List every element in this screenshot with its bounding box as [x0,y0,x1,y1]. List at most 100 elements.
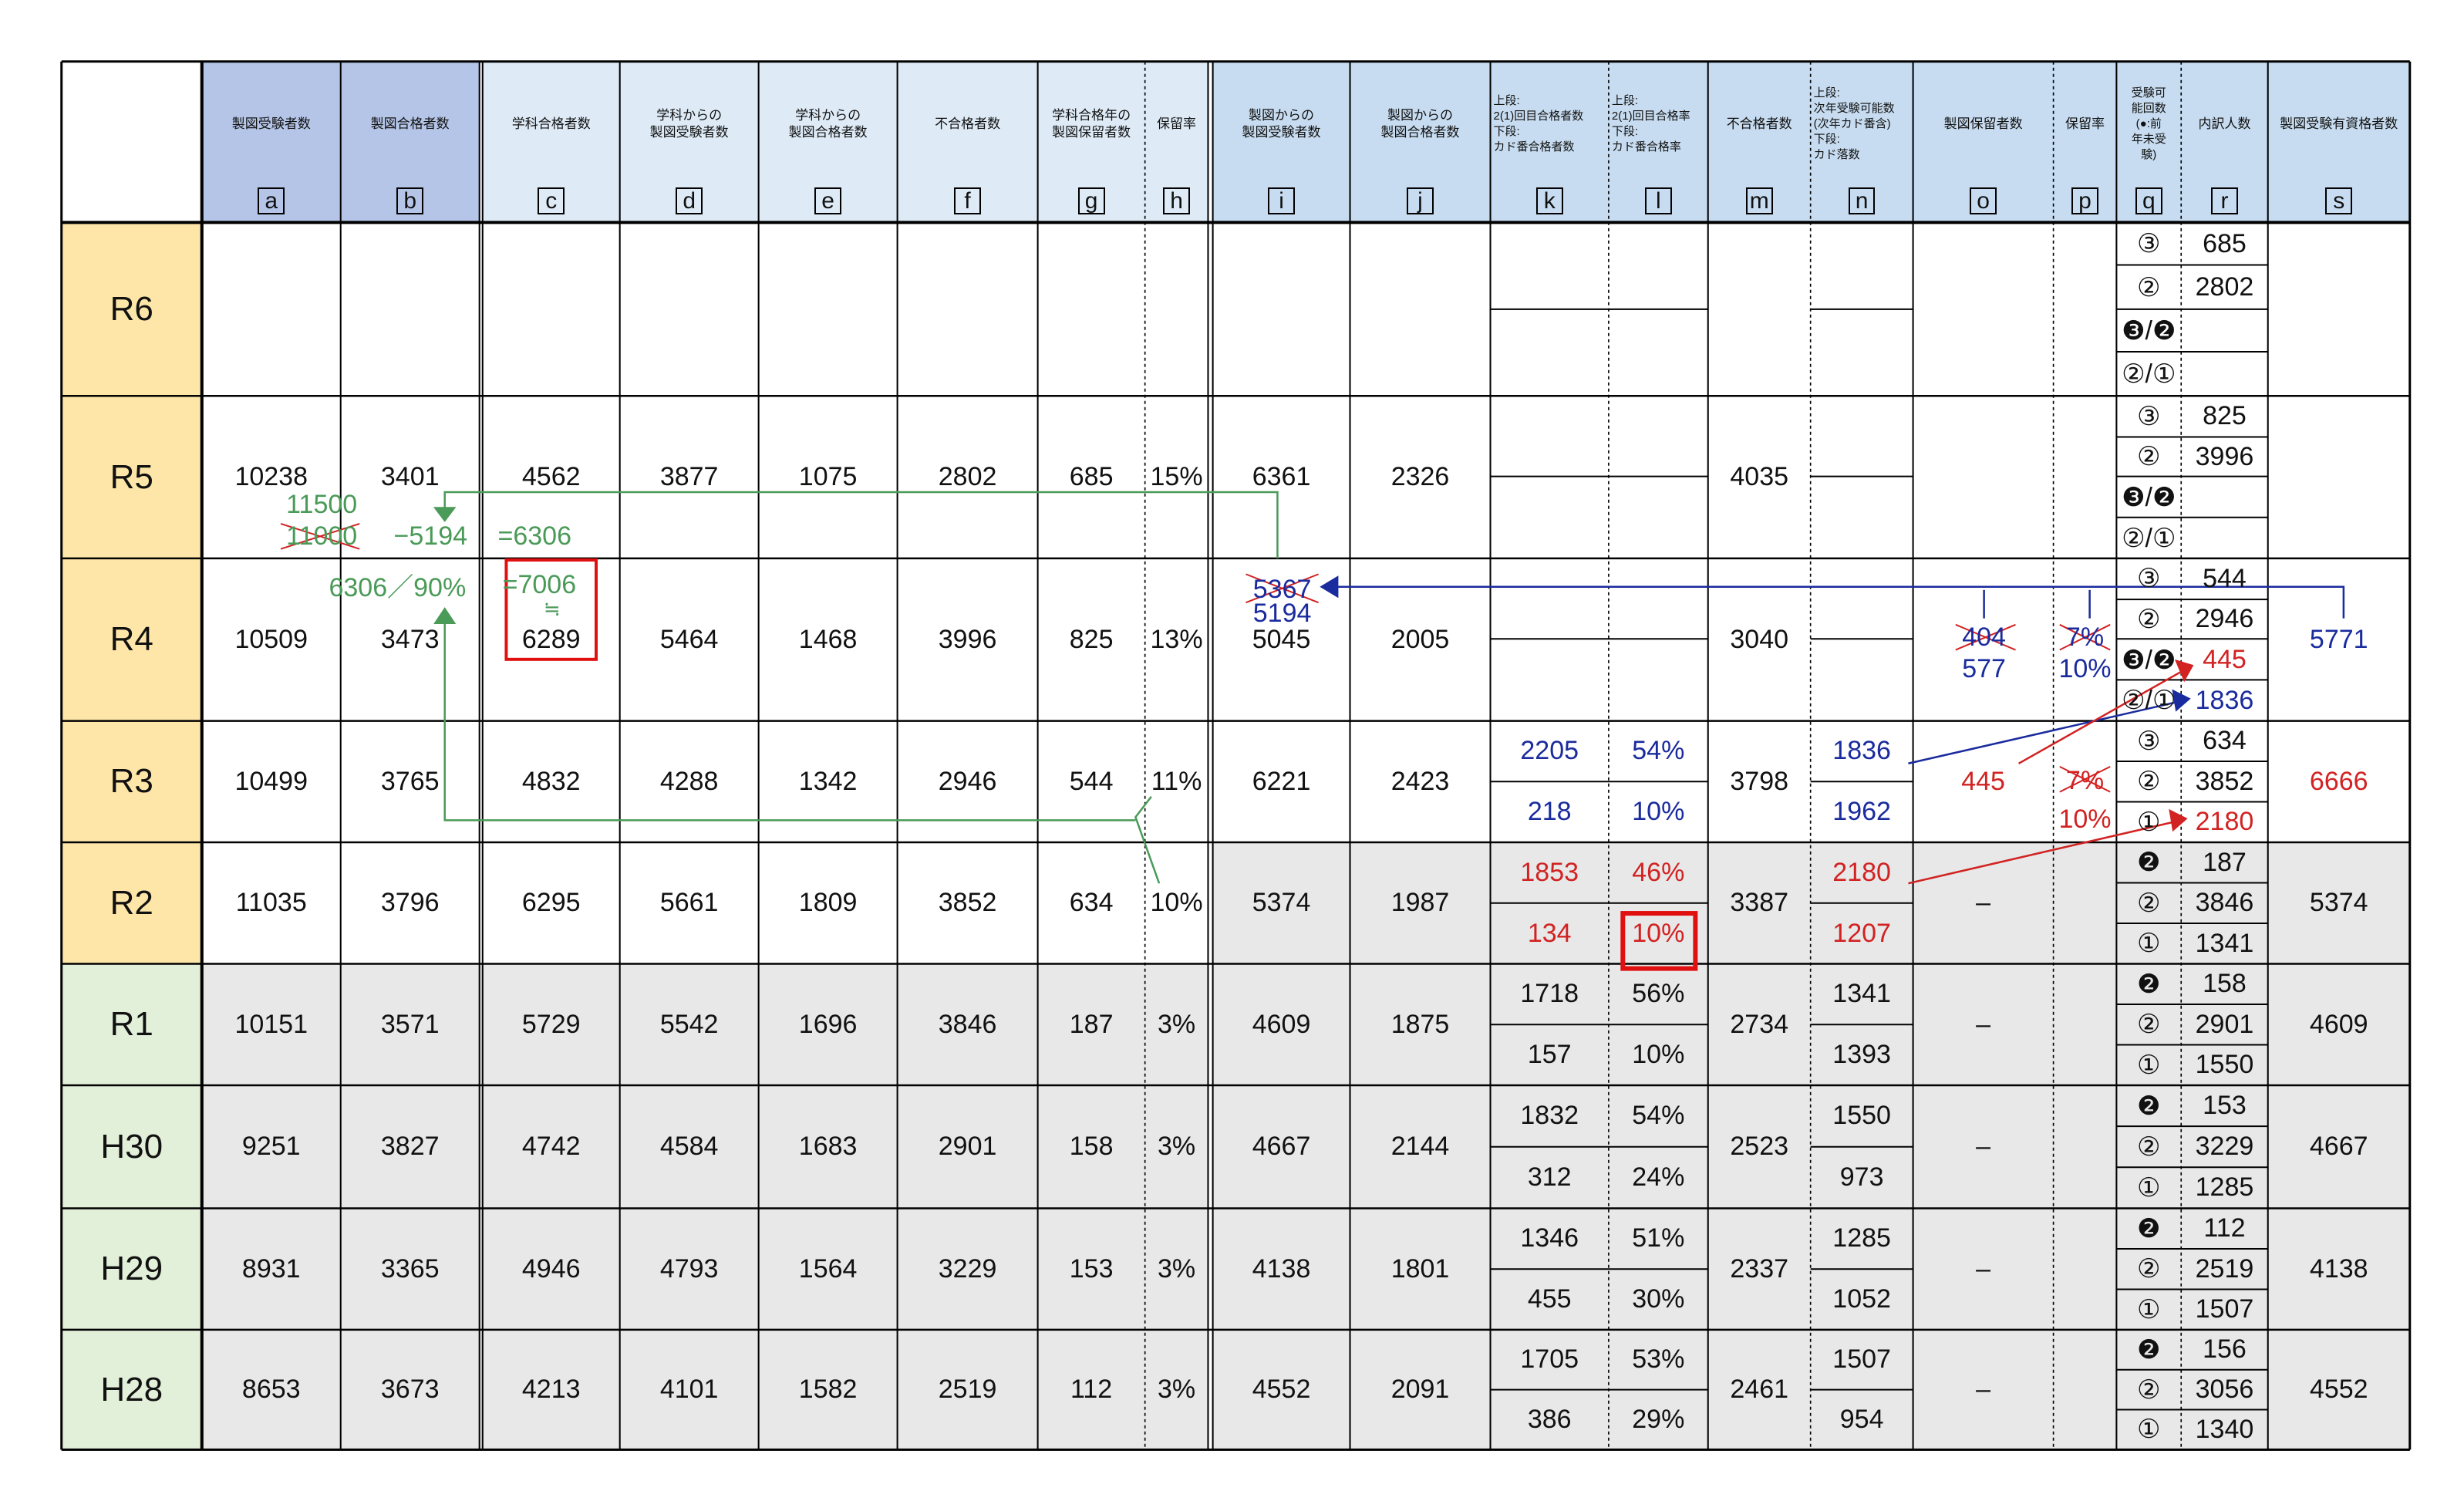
column-letter-e: e [814,187,841,215]
column-header-g: 学科合格年の 製図保留者数 [1038,62,1145,187]
cell-r [2181,353,2267,396]
cell-l-lower: 24% [1632,1162,1685,1193]
header-line: 製図合格者数 [1380,124,1460,140]
header-line: 験) [2141,147,2157,161]
header-line: 製図受験者数 [231,116,311,131]
grey-area-right [1212,842,2410,1450]
header-line: カド落数 [1813,147,1860,161]
cell-a: 8653 [241,1375,301,1405]
cell-l-lower: 30% [1632,1284,1685,1314]
cell-h: 15% [1150,462,1203,492]
cell-k-upper: 1832 [1520,1101,1579,1131]
cell-e: 1582 [798,1375,858,1405]
cell-g: 153 [1069,1253,1114,1284]
cell-d: 5542 [659,1009,719,1039]
cell-n-upper: 1341 [1832,979,1891,1009]
column-letter-l: l [1644,187,1672,215]
cell-r: 445 [2203,645,2247,675]
cell-q: ② [2137,1010,2161,1040]
cell-j: 2423 [1390,766,1450,796]
cell-r: 2519 [2195,1253,2254,1284]
cell-h: 3% [1157,1253,1196,1284]
row-label: R6 [110,289,153,328]
column-header-r: 内訳人数 [2181,62,2267,187]
cell-o: – [1976,1253,1991,1284]
cell-c [483,222,620,396]
header-line: カド番合格者数 [1493,140,1575,153]
cell-r: 2901 [2195,1009,2254,1039]
cell-s: 6666 [2309,766,2368,796]
row-label-bg [61,1208,202,1330]
header-line: 学科からの [656,107,723,123]
cell-i: 4552 [1252,1375,1311,1405]
cell-q: ②/① [2122,359,2176,390]
cell-p [2054,842,2117,963]
cell-j: 2144 [1390,1132,1450,1162]
cell-k-upper: 1705 [1520,1344,1579,1375]
cell-i: 6221 [1252,766,1311,796]
cell-l-upper: 56% [1632,979,1685,1009]
cell-d: 5464 [659,624,719,654]
header-line: 年未受 [2131,132,2166,146]
cell-g: 112 [1070,1375,1113,1405]
cell-e [759,222,898,396]
cell-b: 3673 [380,1375,440,1405]
cell-b: 3365 [380,1253,440,1284]
red-arrow-head [2174,659,2194,683]
cell-i: 4667 [1252,1132,1311,1162]
annotation-green-11500: 11500 [286,489,358,519]
cell-f [898,222,1038,396]
cell-e: 1342 [798,766,858,796]
header-line: 内訳人数 [2198,116,2251,131]
annotation-green-eq7006: =7006 [502,570,577,600]
cell-p [2054,1208,2117,1329]
header-line: 下段: [1611,124,1639,138]
cell-o: 445 [1961,766,2005,796]
strike-mark [2059,765,2111,793]
row-label-bg [61,396,202,558]
column-letter-o: o [1970,187,1997,215]
cell-s: 4609 [2309,1009,2368,1039]
row-label-bg [61,1085,202,1209]
annotation-blue-577: 577 [1962,653,2006,683]
cell-c: 4562 [521,462,581,492]
cell-q: ②/① [2122,523,2176,553]
row-label-bg [61,842,202,964]
header-line: 保留率 [1157,116,1197,131]
cell-k-lower: 134 [1527,918,1572,948]
cell-n-lower: 1207 [1832,918,1891,948]
cell-k-lower: 312 [1527,1162,1572,1193]
cell-n-upper: 1507 [1832,1344,1891,1375]
cell-g: 187 [1069,1009,1114,1039]
cell-o [1913,396,2054,558]
header-line: 不合格者数 [935,116,1001,131]
cell-q: ② [2137,1375,2161,1405]
header-line: 製図からの [1249,107,1315,123]
cell-g: 634 [1069,888,1114,918]
cell-q: ❷ [2137,969,2161,999]
strike-mark [1955,623,2016,651]
cell-r: 2180 [2195,807,2254,837]
cell-r: 1836 [2195,685,2254,715]
cell-a: 10151 [234,1009,308,1039]
row-label: R3 [110,762,153,801]
header-bg-i-s [1212,61,2410,223]
strike-mark [2059,623,2111,651]
cell-f: 3996 [938,624,997,654]
header-bg-c-h [482,61,1208,223]
green-arrow-head [433,607,457,625]
cell-r: 3852 [2195,766,2254,796]
column-header-m: 不合格者数 [1708,62,1811,187]
cell-o: – [1976,1375,1991,1405]
column-header-q: 受験可 能回数 (●:前 年未受 験) [2116,62,2181,187]
cell-p [2054,222,2117,396]
header-line: 次年受験可能数 [1813,101,1895,115]
cell-i: 5374 [1252,888,1311,918]
cell-n-lower: 1962 [1832,797,1891,827]
cell-q: ③ [2137,726,2161,756]
cell-c: 4213 [521,1375,581,1405]
cell-q: ① [2137,1050,2161,1080]
cell-a: 8931 [241,1253,301,1284]
cell-s: 5771 [2309,624,2368,654]
cell-h: 3% [1157,1132,1196,1162]
